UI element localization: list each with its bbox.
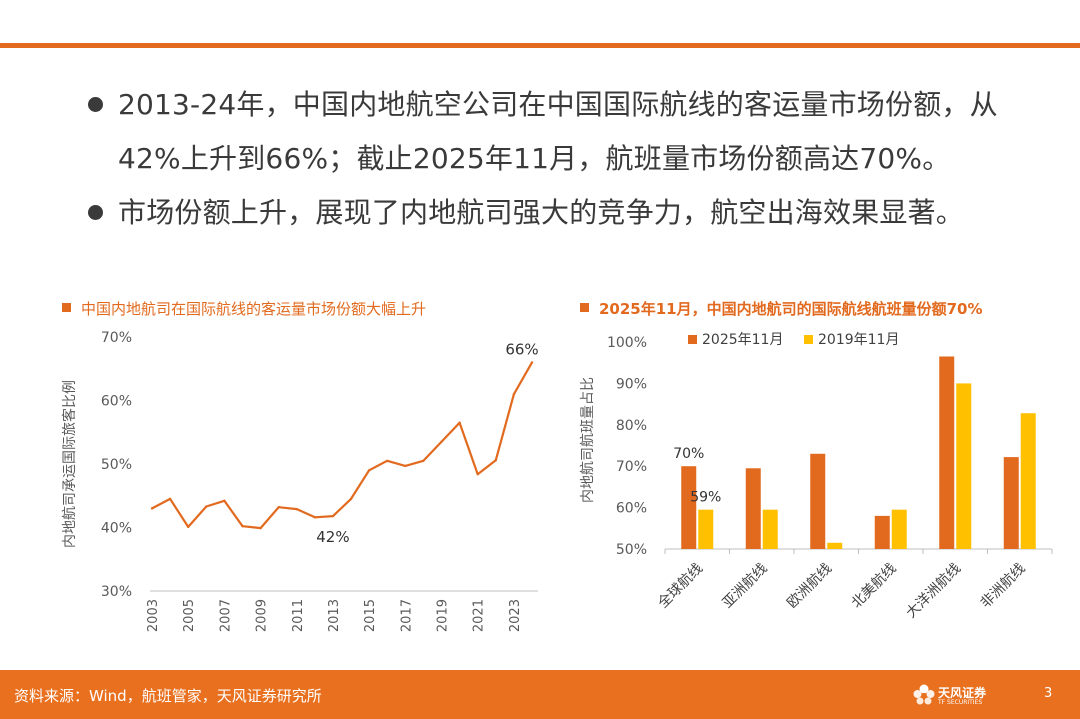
y-tick-label: 90% bbox=[616, 376, 647, 392]
bullet-dot-icon bbox=[88, 97, 103, 112]
bar-2025年11月 bbox=[939, 356, 955, 549]
data-point bbox=[313, 516, 317, 519]
y-tick-label: 30% bbox=[101, 584, 132, 600]
y-axis-label: 内地航司航班量占比 bbox=[580, 377, 596, 503]
x-tick-label: 2023 bbox=[508, 599, 523, 632]
logo-subtitle: TF SECURITIES bbox=[938, 699, 983, 706]
bullet-dot-icon bbox=[88, 205, 103, 220]
data-label: 42% bbox=[316, 528, 349, 546]
data-point bbox=[530, 361, 534, 364]
y-tick-label: 70% bbox=[616, 459, 647, 475]
bar-2019年11月 bbox=[698, 509, 714, 549]
x-tick-label: 2011 bbox=[291, 599, 306, 632]
legend: 2025年11月 2019年11月 bbox=[688, 332, 899, 348]
footer-bar: 资料来源：Wind，航班管家，天风证券研究所 天风证券 TF SECURITIE… bbox=[0, 670, 1080, 719]
x-tick-label: 2017 bbox=[399, 599, 414, 632]
bar-chart-title-text: 2025年11月，中国内地航司的国际航线航班量份额70% bbox=[599, 300, 983, 318]
x-tick-label: 亚洲航线 bbox=[720, 561, 771, 612]
line-chart-title-text: 中国内地航司在国际航线的客运量市场份额大幅上升 bbox=[81, 300, 427, 318]
y-axis-label: 内地航司承运国际旅客比例 bbox=[61, 380, 78, 548]
x-tick-label: 北美航线 bbox=[849, 561, 900, 612]
data-point bbox=[241, 525, 244, 528]
flower-logo-icon bbox=[913, 684, 935, 705]
data-point bbox=[404, 464, 407, 468]
x-tick-label: 2009 bbox=[255, 599, 270, 632]
data-point bbox=[259, 526, 262, 530]
data-point bbox=[512, 392, 516, 396]
bullet-item: 市场份额上升，展现了内地航司强大的竞争力，航空出海效果显著。 bbox=[88, 186, 1048, 240]
bar-2019年11月 bbox=[891, 509, 907, 549]
y-tick-label: 100% bbox=[607, 335, 647, 351]
bullet-line: 2013-24年，中国内地航空公司在中国国际航线的客运量市场份额，从 bbox=[118, 88, 998, 121]
y-tick-label: 70% bbox=[101, 330, 132, 346]
x-tick-label: 2019 bbox=[436, 599, 451, 632]
data-point bbox=[277, 505, 280, 509]
series-line-内地航司份额 bbox=[151, 361, 533, 530]
y-tick-label: 50% bbox=[616, 542, 647, 558]
bar-2025年11月 bbox=[745, 468, 761, 549]
data-point bbox=[494, 458, 498, 462]
data-point bbox=[168, 497, 172, 501]
x-tick-label: 2013 bbox=[327, 599, 342, 632]
y-tick-label: 60% bbox=[101, 394, 132, 410]
bullet-item: 2013-24年，中国内地航空公司在中国国际航线的客运量市场份额，从 42%上升… bbox=[88, 78, 1048, 186]
bar-2025年11月 bbox=[874, 515, 890, 549]
y-tick-label: 80% bbox=[616, 418, 647, 434]
square-bullet-icon bbox=[62, 303, 71, 312]
legend-swatch bbox=[804, 335, 813, 344]
data-point bbox=[349, 497, 353, 501]
x-tick-label: 2003 bbox=[146, 599, 161, 632]
square-bullet-icon bbox=[580, 303, 589, 312]
data-point bbox=[150, 507, 154, 510]
data-point bbox=[331, 514, 335, 518]
bar-2025年11月 bbox=[681, 466, 697, 549]
data-point bbox=[186, 525, 190, 529]
bar-2019年11月 bbox=[956, 383, 972, 549]
x-tick-label: 非洲航线 bbox=[978, 561, 1029, 612]
y-tick-label: 60% bbox=[616, 501, 647, 517]
bullet-list: 2013-24年，中国内地航空公司在中国国际航线的客运量市场份额，从 42%上升… bbox=[88, 78, 1048, 240]
bar-2019年11月 bbox=[762, 509, 778, 549]
x-tick-label: 欧洲航线 bbox=[784, 561, 835, 612]
source-note: 资料来源：Wind，航班管家，天风证券研究所 bbox=[14, 687, 322, 705]
legend-label: 2025年11月 bbox=[702, 332, 783, 348]
data-point bbox=[223, 499, 226, 503]
page-number: 3 bbox=[1044, 686, 1053, 701]
x-tick-label: 2015 bbox=[363, 599, 378, 632]
logo-name: 天风证券 bbox=[938, 686, 987, 700]
y-tick-label: 50% bbox=[101, 457, 132, 473]
data-point bbox=[386, 459, 389, 463]
x-tick-label: 大洋洲航线 bbox=[903, 561, 964, 622]
bar-2019年11月 bbox=[1020, 413, 1036, 549]
data-point bbox=[205, 505, 208, 508]
bullet-line: 市场份额上升，展现了内地航司强大的竞争力，航空出海效果显著。 bbox=[118, 196, 965, 229]
data-point bbox=[422, 459, 425, 463]
data-point bbox=[367, 469, 371, 472]
y-tick-label: 40% bbox=[101, 521, 132, 537]
bar-chart-title: 2025年11月，中国内地航司的国际航线航班量份额70% bbox=[580, 298, 983, 319]
bullet-line: 42%上升到66%；截止2025年11月，航班量市场份额高达70%。 bbox=[118, 142, 951, 175]
x-tick-label: 2007 bbox=[218, 599, 233, 632]
data-point bbox=[295, 507, 298, 511]
bar-2025年11月 bbox=[1003, 457, 1019, 549]
x-tick-label: 2005 bbox=[182, 599, 197, 632]
data-label: 70% bbox=[673, 446, 704, 462]
legend-swatch bbox=[688, 335, 697, 344]
data-point bbox=[458, 421, 461, 424]
legend-label: 2019年11月 bbox=[818, 332, 899, 348]
line-chart: 30% 40% 50% 60% 70% 2003 2005 2007 2009 2011 2013 2… bbox=[61, 330, 539, 632]
data-point bbox=[476, 472, 479, 476]
company-logo: 天风证券 TF SECURITIES bbox=[912, 682, 992, 710]
data-point bbox=[440, 440, 443, 443]
data-label: 59% bbox=[690, 490, 721, 506]
header-rule bbox=[0, 43, 1080, 48]
line-chart-title: 中国内地航司在国际航线的客运量市场份额大幅上升 bbox=[62, 298, 426, 319]
data-label: 66% bbox=[505, 340, 538, 358]
bar-2025年11月 bbox=[810, 453, 826, 549]
bar-2019年11月 bbox=[827, 542, 843, 549]
x-tick-label: 2021 bbox=[472, 599, 487, 632]
x-tick-label: 全球航线 bbox=[654, 560, 706, 612]
